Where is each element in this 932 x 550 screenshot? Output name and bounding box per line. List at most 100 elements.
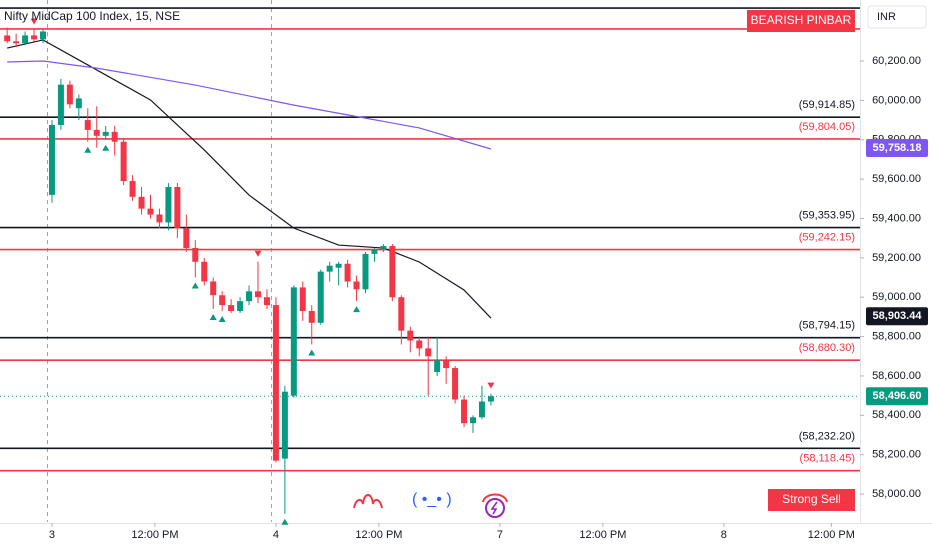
candle-body	[416, 340, 423, 349]
candle-body	[353, 281, 360, 290]
candle-body	[470, 417, 476, 424]
candle-body	[84, 120, 91, 130]
x-tick-label: 12:00 PM	[131, 529, 178, 541]
y-tick-label: 58,000.00	[872, 488, 921, 500]
candle-body	[443, 360, 450, 369]
candle-body	[201, 261, 208, 282]
badge	[747, 10, 855, 32]
candle-body	[344, 263, 351, 282]
x-tick-label: 12:00 PM	[579, 529, 626, 541]
price-label-box	[866, 307, 928, 326]
candle-body	[138, 196, 145, 209]
level-label: (58,680.30)	[799, 342, 855, 354]
icon-flame	[353, 494, 383, 509]
icon-shape	[482, 493, 508, 503]
level-label: (58,232.20)	[799, 430, 855, 442]
badge-text: BEARISH PINBAR	[751, 13, 852, 27]
candle-body	[147, 208, 154, 215]
candle-body	[174, 186, 181, 229]
x-tick-label: 3	[49, 529, 55, 541]
icon-face: ( •_• )	[412, 491, 452, 508]
candle-body	[281, 391, 288, 459]
candle-body	[326, 265, 333, 272]
candle-body	[398, 297, 405, 331]
badge-text: Strong Sell	[782, 492, 841, 506]
levels: (59,914.85) (59,804.05) (59,353.95) (59,242…	[0, 0, 860, 522]
candle-body	[66, 84, 73, 105]
candle-body	[228, 305, 235, 311]
sell-signal	[254, 250, 262, 257]
candle-body	[22, 35, 29, 44]
y-tick-label: 59,400.00	[872, 212, 921, 224]
candle-body	[461, 399, 468, 424]
candle-body	[156, 214, 163, 223]
y-tick-label: 60,200.00	[872, 55, 921, 67]
icon-shape	[353, 494, 383, 509]
icon-shape	[485, 498, 505, 518]
level-label: (58,794.15)	[799, 320, 855, 332]
candle-body	[75, 98, 82, 109]
y-tick-label: 58,800.00	[872, 330, 921, 342]
level-label: (59,353.95)	[799, 209, 855, 221]
candle-body	[362, 253, 369, 290]
x-tick-label: 7	[497, 529, 503, 541]
moving-average	[7, 39, 492, 319]
candle-body	[183, 228, 190, 249]
candle-body	[102, 131, 109, 136]
buy-signal	[218, 315, 226, 322]
candle-body	[255, 291, 261, 298]
currency[interactable]: INR	[877, 11, 896, 23]
price-label-box	[866, 138, 928, 157]
candle-body	[425, 348, 432, 357]
candle-body	[165, 186, 172, 223]
candle-body	[452, 368, 459, 400]
sell-signal	[487, 382, 495, 389]
candle-body	[380, 246, 387, 250]
y-tick-label: 58,400.00	[872, 409, 921, 421]
candle-body	[219, 295, 226, 306]
y-tick-label: 59,000.00	[872, 291, 921, 303]
x-tick-label: 12:00 PM	[808, 529, 855, 541]
candle-body	[434, 360, 441, 373]
candle-body	[335, 263, 342, 268]
candle-body	[48, 124, 55, 195]
candle-body	[31, 35, 38, 40]
candle-body	[129, 181, 136, 197]
candle-body	[371, 249, 378, 254]
buy-signal	[102, 144, 110, 151]
level-label: (59,804.05)	[799, 121, 855, 133]
y-tick-label: 58,200.00	[872, 449, 921, 461]
candle-body	[57, 84, 64, 125]
candle-body	[237, 301, 244, 311]
moving-average	[7, 60, 492, 150]
candle-body	[407, 330, 414, 341]
candle-body	[272, 305, 279, 461]
buy-signal	[281, 518, 289, 525]
y-tick-label: 59,600.00	[872, 173, 921, 185]
buy-signal	[353, 306, 361, 313]
x-tick-label: 4	[273, 529, 279, 541]
level-label: (58,118.45)	[800, 453, 855, 465]
icon-shape: ( •_• )	[412, 491, 452, 508]
price-label: 58,903.44	[873, 310, 923, 322]
level-label: (59,914.85)	[799, 99, 855, 111]
buy-signal	[209, 314, 217, 321]
buy-signal	[308, 349, 316, 356]
candle-body	[389, 246, 396, 298]
candle-body	[4, 35, 11, 42]
y-tick-label: 59,200.00	[872, 252, 921, 264]
x-tick-label: 12:00 PM	[355, 529, 402, 541]
candle-body	[308, 310, 315, 323]
candle-body	[120, 141, 127, 182]
currency-box[interactable]	[867, 5, 927, 29]
candle-body	[478, 401, 485, 418]
buy-signal	[191, 282, 199, 289]
y-tick-label: 58,600.00	[872, 370, 921, 382]
buy-signal	[84, 146, 92, 153]
candle-body	[40, 31, 46, 40]
price-label: 58,496.60	[873, 390, 922, 402]
candle-body	[487, 396, 494, 402]
x-tick-label: 8	[721, 529, 727, 541]
